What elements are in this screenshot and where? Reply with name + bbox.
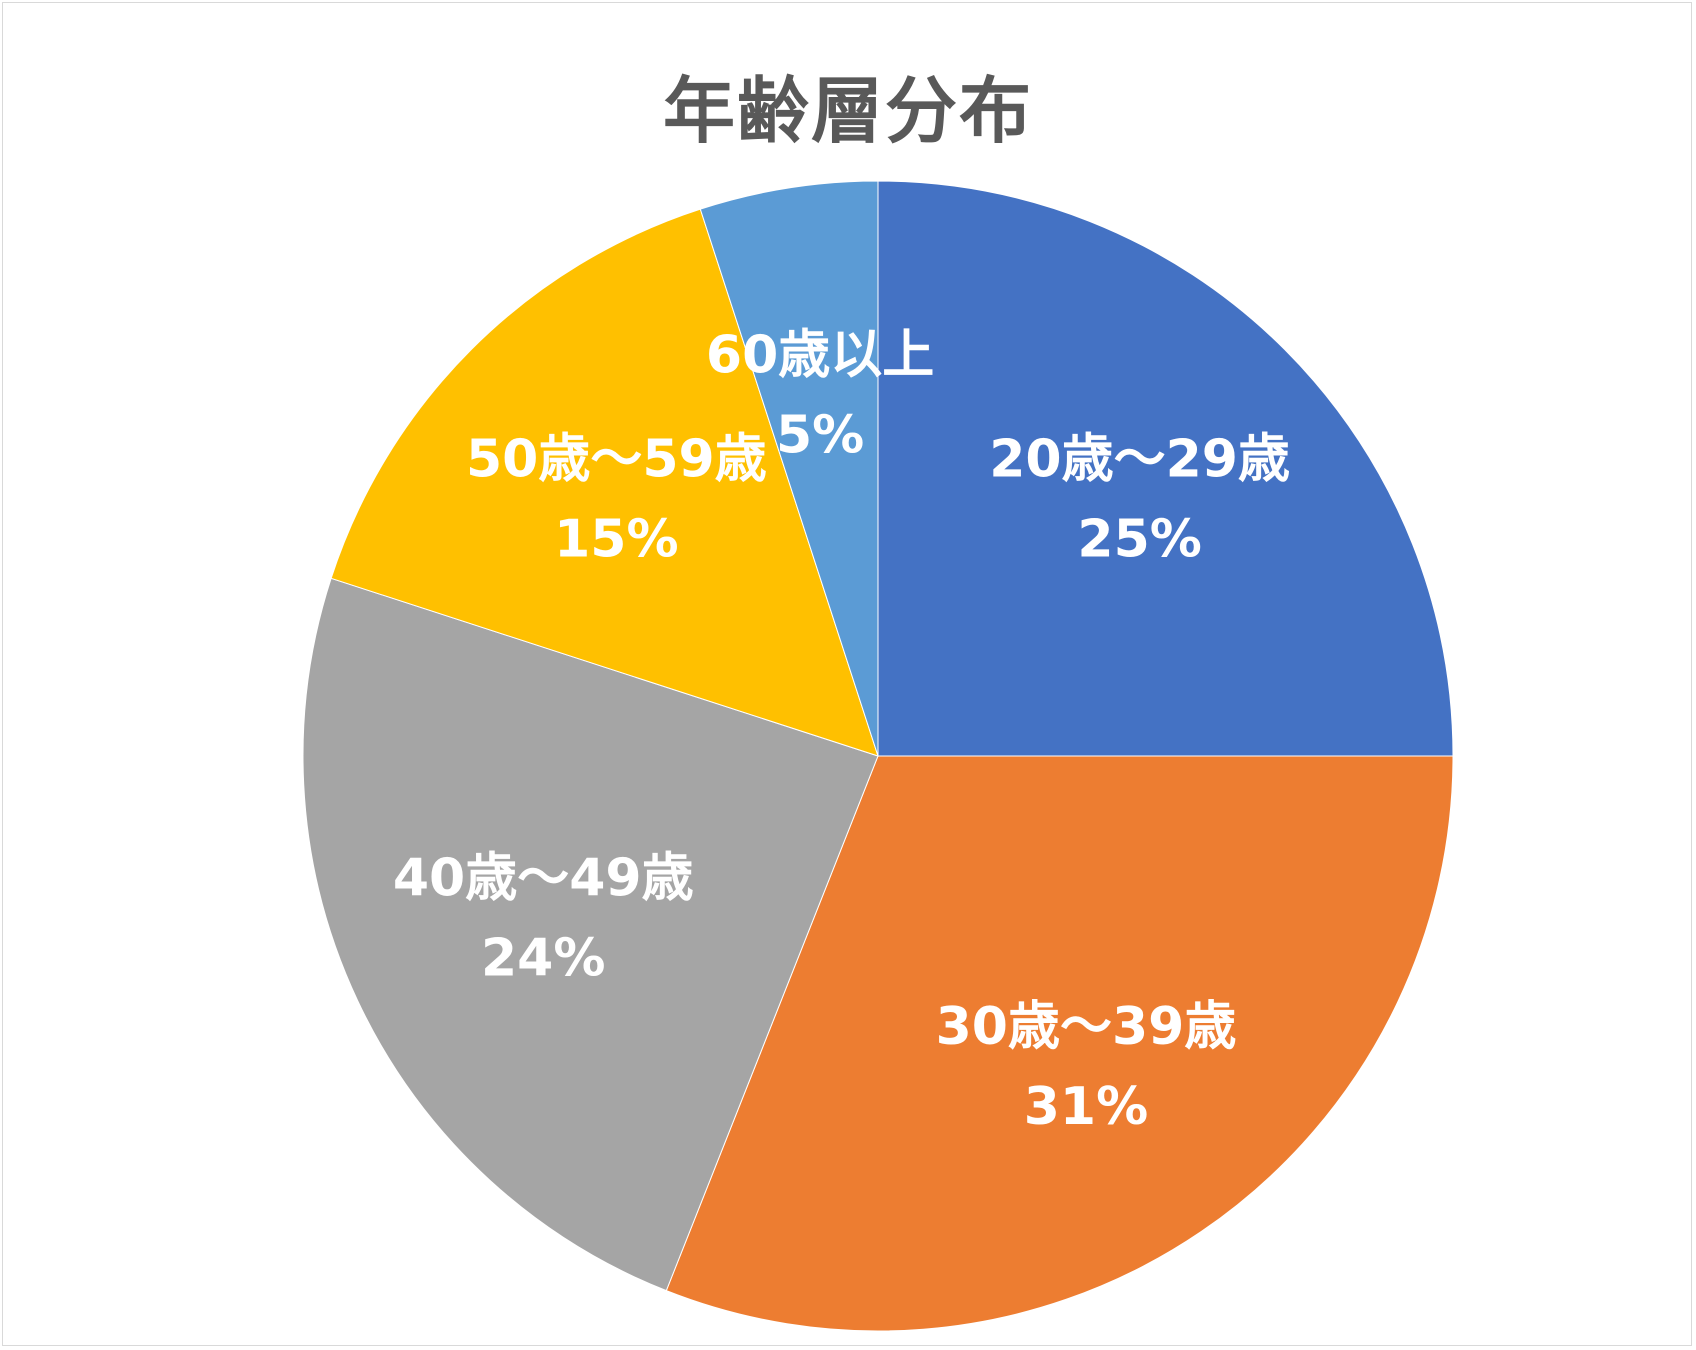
slice-data-label: 20歳～29歳 25% xyxy=(989,429,1290,569)
chart-title: 年齢層分布 xyxy=(662,69,1033,153)
slice-percent-label: 25% xyxy=(1077,509,1201,569)
pie-slice xyxy=(302,577,879,1292)
slice-category-label: 50歳～59歳 xyxy=(466,429,767,489)
slice-percent-label: 24% xyxy=(481,929,605,989)
pie-slice xyxy=(330,208,879,757)
pie-slice xyxy=(699,180,879,757)
pie-slice xyxy=(665,755,1454,1332)
slice-percent-label: 5% xyxy=(776,406,864,466)
slice-percent-label: 31% xyxy=(1024,1077,1148,1137)
pie-labels: 20歳～29歳 25% 30歳～39歳 31% 40歳～49歳 24% 50歳～59歳 15%… xyxy=(393,326,1290,1137)
slice-data-label: 40歳～49歳 24% xyxy=(393,849,694,989)
slice-category-label: 40歳～49歳 xyxy=(393,849,694,909)
pie-slice xyxy=(877,180,1454,757)
slice-category-label: 30歳～39歳 xyxy=(936,997,1237,1057)
slice-category-label: 60歳以上 xyxy=(706,326,934,386)
slice-data-label: 50歳～59歳 15% xyxy=(466,429,767,569)
slice-data-label: 60歳以上 5% xyxy=(706,326,934,466)
slice-percent-label: 15% xyxy=(554,509,678,569)
pie-slices xyxy=(302,180,1454,1332)
slice-data-label: 30歳～39歳 31% xyxy=(936,997,1237,1137)
slice-category-label: 20歳～29歳 xyxy=(989,429,1290,489)
